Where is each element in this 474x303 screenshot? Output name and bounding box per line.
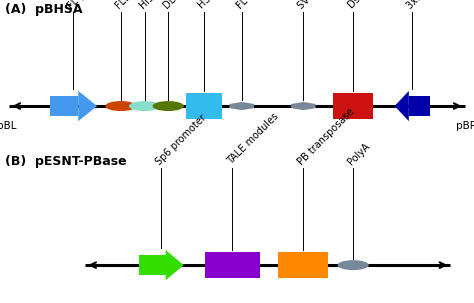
Text: FL PolyA: FL PolyA [235,0,271,11]
Text: 3xP3 promoter: 3xP3 promoter [405,0,464,11]
Circle shape [153,101,184,111]
Text: pBL: pBL [0,121,17,131]
Circle shape [105,101,137,111]
Polygon shape [394,91,409,121]
Text: DsRed CDS: DsRed CDS [346,0,392,11]
Polygon shape [78,91,97,121]
FancyBboxPatch shape [205,252,259,278]
Text: SV40 PolyA: SV40 PolyA [296,0,342,11]
Text: (B)  pESNT-PBase: (B) pESNT-PBase [5,155,127,168]
Polygon shape [166,250,184,280]
Polygon shape [229,102,254,110]
Text: Sp6 promoter: Sp6 promoter [154,112,209,167]
Text: TALE modules: TALE modules [225,112,281,167]
Circle shape [129,101,160,111]
Polygon shape [291,102,316,110]
Text: PolyA: PolyA [346,141,372,167]
Text: FLSP: FLSP [114,0,137,11]
Circle shape [337,260,369,270]
Text: DDDDK: DDDDK [161,0,194,11]
Text: HSA CDS: HSA CDS [197,0,235,11]
Text: (A)  pBHSA: (A) pBHSA [5,3,82,16]
FancyBboxPatch shape [186,93,221,119]
FancyBboxPatch shape [409,96,430,116]
Text: PB transposase: PB transposase [296,106,357,167]
Text: His6 tag: His6 tag [137,0,173,11]
FancyBboxPatch shape [50,96,78,116]
FancyBboxPatch shape [279,252,328,278]
FancyBboxPatch shape [138,255,166,275]
Text: FL promoter: FL promoter [66,0,116,11]
FancyBboxPatch shape [333,93,373,119]
Text: pBR: pBR [456,121,474,131]
